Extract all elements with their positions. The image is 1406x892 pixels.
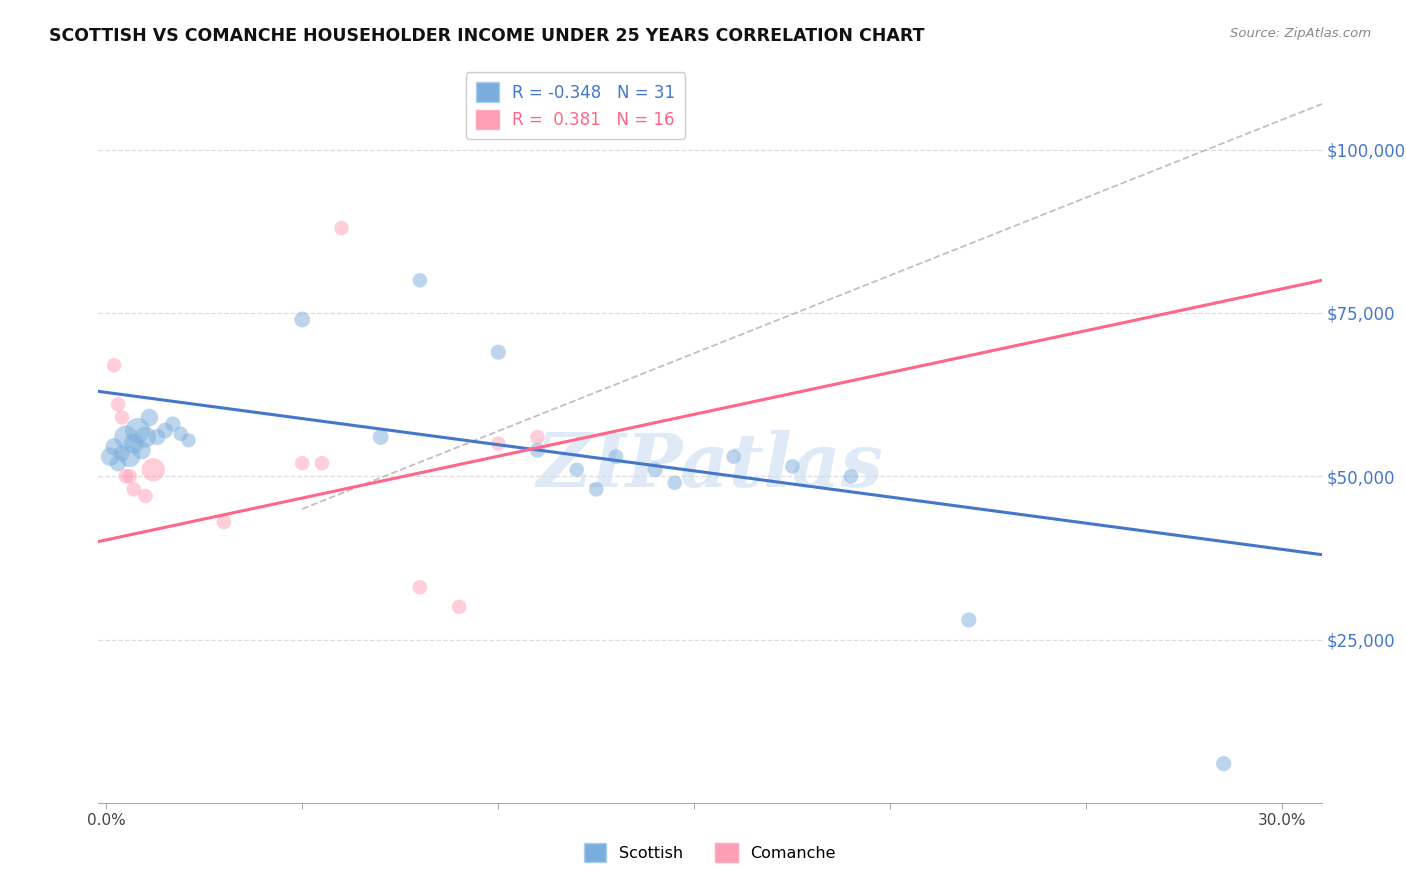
Point — [162, 417, 184, 431]
Point — [839, 469, 862, 483]
Point — [605, 450, 627, 464]
Point — [115, 430, 138, 444]
Point — [138, 410, 160, 425]
Point — [449, 599, 471, 614]
Point — [782, 459, 804, 474]
Point — [107, 456, 129, 470]
Point — [409, 580, 432, 594]
Point — [170, 426, 193, 441]
Point — [103, 440, 125, 454]
Text: Source: ZipAtlas.com: Source: ZipAtlas.com — [1230, 27, 1371, 40]
Point — [107, 397, 129, 411]
Point — [122, 483, 145, 497]
Point — [1212, 756, 1234, 771]
Point — [118, 469, 141, 483]
Point — [723, 450, 745, 464]
Point — [212, 515, 235, 529]
Point — [526, 443, 548, 458]
Point — [565, 463, 588, 477]
Point — [291, 456, 314, 470]
Point — [291, 312, 314, 326]
Point — [131, 443, 153, 458]
Text: ZIPatlas: ZIPatlas — [537, 430, 883, 502]
Text: SCOTTISH VS COMANCHE HOUSEHOLDER INCOME UNDER 25 YEARS CORRELATION CHART: SCOTTISH VS COMANCHE HOUSEHOLDER INCOME … — [49, 27, 925, 45]
Point — [153, 424, 176, 438]
Point — [122, 436, 145, 450]
Point — [311, 456, 333, 470]
Point — [486, 436, 509, 450]
Legend: Scottish, Comanche: Scottish, Comanche — [578, 837, 842, 868]
Point — [118, 450, 141, 464]
Point — [115, 469, 138, 483]
Point — [111, 410, 134, 425]
Point — [957, 613, 980, 627]
Point — [526, 430, 548, 444]
Point — [103, 358, 125, 372]
Point — [111, 446, 134, 460]
Point — [146, 430, 169, 444]
Point — [486, 345, 509, 359]
Point — [370, 430, 392, 444]
Point — [142, 463, 165, 477]
Point — [127, 424, 149, 438]
Point — [585, 483, 607, 497]
Point — [177, 434, 200, 448]
Point — [134, 489, 156, 503]
Point — [330, 221, 353, 235]
Point — [98, 450, 121, 464]
Point — [409, 273, 432, 287]
Point — [664, 475, 686, 490]
Point — [644, 463, 666, 477]
Point — [134, 430, 156, 444]
